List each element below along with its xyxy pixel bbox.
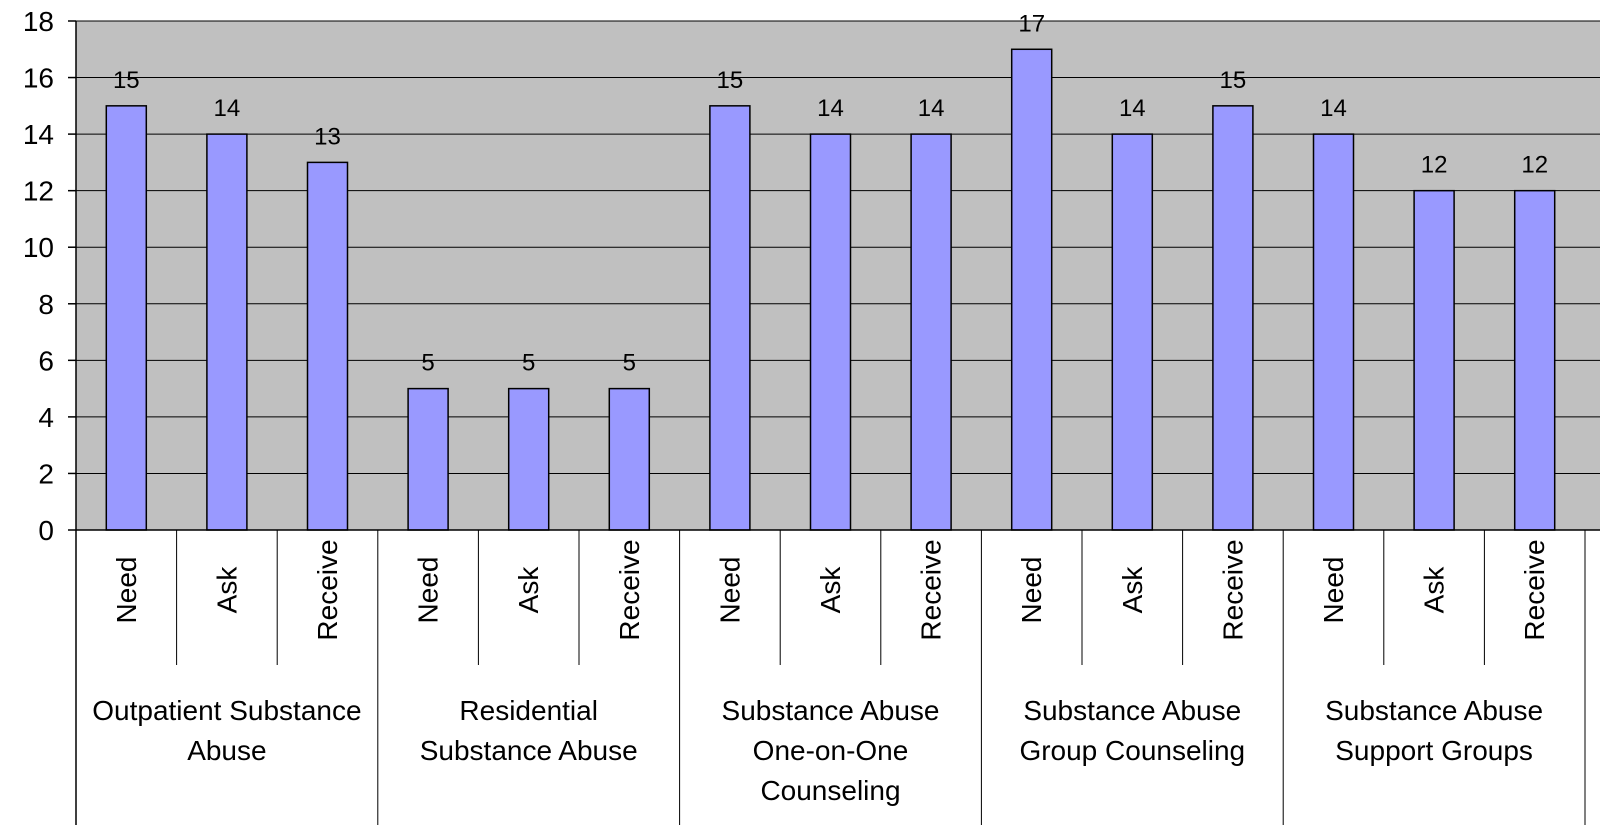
group-label: Substance Abuse xyxy=(1325,695,1543,726)
data-label: 5 xyxy=(623,350,636,377)
category-label: Receive xyxy=(614,539,645,640)
bar xyxy=(910,133,952,531)
bar xyxy=(206,133,248,531)
data-label: 12 xyxy=(1521,152,1548,179)
category-label: Receive xyxy=(1519,539,1550,640)
bar xyxy=(407,387,449,531)
bar xyxy=(1312,133,1355,531)
category-label: Need xyxy=(413,557,444,624)
bar xyxy=(709,105,751,531)
data-label: 13 xyxy=(314,123,341,150)
category-label: Need xyxy=(714,557,745,624)
category-label: Need xyxy=(1016,557,1047,624)
group-label: Support Groups xyxy=(1335,735,1533,766)
data-label: 17 xyxy=(1018,10,1045,37)
y-tick-label: 16 xyxy=(23,63,54,94)
category-label: Ask xyxy=(513,566,544,614)
data-label: 14 xyxy=(214,95,241,122)
y-tick-label: 14 xyxy=(23,119,54,150)
group-label: Substance Abuse xyxy=(1023,695,1241,726)
data-label: 15 xyxy=(717,67,744,94)
bar xyxy=(608,387,651,531)
bar xyxy=(809,133,852,531)
data-label: 12 xyxy=(1421,152,1448,179)
y-tick-label: 2 xyxy=(38,458,54,489)
y-tick-label: 8 xyxy=(38,289,54,320)
bar xyxy=(1513,189,1556,531)
category-label: Receive xyxy=(1217,539,1248,640)
group-label: Residential xyxy=(459,695,598,726)
y-tick-label: 0 xyxy=(38,515,54,546)
bar xyxy=(507,387,550,531)
data-label: 14 xyxy=(817,95,844,122)
group-label: Outpatient Substance xyxy=(92,695,361,726)
bar xyxy=(1413,189,1455,531)
data-label: 15 xyxy=(1220,67,1247,94)
group-label: Substance Abuse xyxy=(420,735,638,766)
bar xyxy=(1111,133,1154,531)
bar xyxy=(1212,105,1254,531)
axes xyxy=(68,20,1600,825)
category-label: Receive xyxy=(916,539,947,640)
bar xyxy=(1010,48,1053,531)
y-tick-label: 18 xyxy=(23,6,54,37)
y-tick-label: 12 xyxy=(23,176,54,207)
bar xyxy=(306,161,349,531)
data-label: 5 xyxy=(421,350,434,377)
data-label: 14 xyxy=(1119,95,1146,122)
group-label: Group Counseling xyxy=(1019,735,1245,766)
category-label: Ask xyxy=(1419,566,1450,614)
category-label: Need xyxy=(1318,557,1349,624)
data-label: 14 xyxy=(1320,95,1347,122)
group-label: Counseling xyxy=(760,775,900,806)
category-label: Ask xyxy=(1117,566,1148,614)
group-label: Abuse xyxy=(187,735,266,766)
group-label: Substance Abuse xyxy=(722,695,940,726)
group-label: One-on-One xyxy=(753,735,909,766)
bars xyxy=(105,48,1556,531)
data-label: 5 xyxy=(522,350,535,377)
bar xyxy=(105,105,148,531)
y-tick-label: 10 xyxy=(23,232,54,263)
category-label: Ask xyxy=(211,566,242,614)
category-label: Need xyxy=(111,557,142,624)
y-tick-label: 6 xyxy=(38,345,54,376)
labels: 0 2 4 6 8 10 12 14 16 18 15 Need 14 Ask 13 Receive Outpa… xyxy=(23,6,1550,806)
data-label: 14 xyxy=(918,95,945,122)
category-label: Receive xyxy=(312,539,343,640)
y-tick-label: 4 xyxy=(38,402,54,433)
data-label: 15 xyxy=(113,67,140,94)
category-label: Ask xyxy=(815,566,846,614)
